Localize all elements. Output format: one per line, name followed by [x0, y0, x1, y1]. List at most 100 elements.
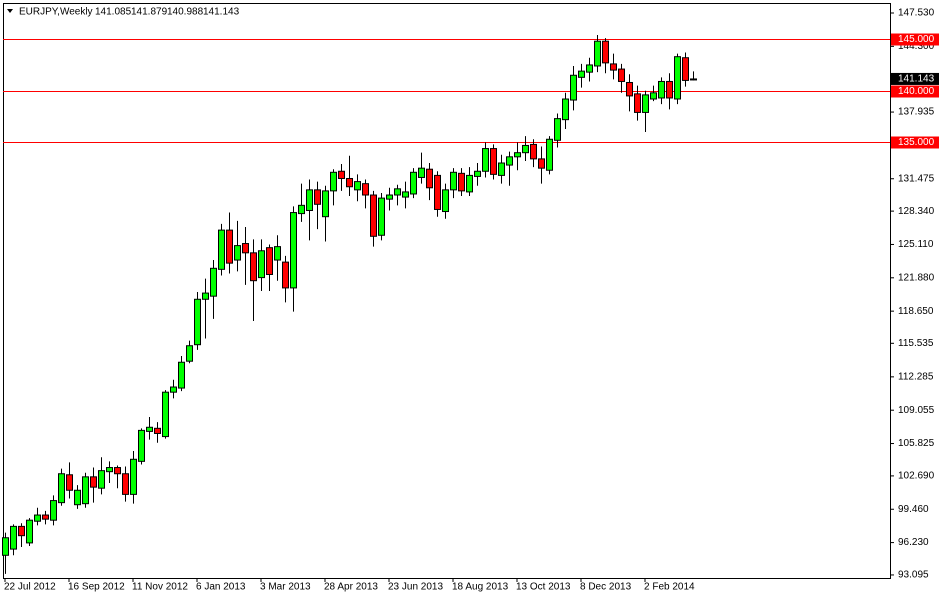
candle-body — [178, 361, 185, 389]
candle-body — [554, 118, 561, 141]
candle-body — [330, 171, 337, 192]
x-tick-label: 28 Apr 2013 — [324, 582, 378, 593]
price-label-box — [891, 72, 939, 85]
candle-body — [690, 78, 697, 81]
ohlc-close: 141.143 — [203, 7, 240, 18]
candle-body — [586, 64, 593, 73]
candle-body — [114, 467, 121, 475]
y-tick-label: 99.460 — [898, 504, 929, 515]
candle-body — [18, 525, 25, 537]
level-label: 140.000 — [898, 86, 935, 97]
level-label: 135.000 — [898, 137, 935, 148]
y-tick-label: 121.880 — [898, 272, 935, 283]
candle-body — [546, 138, 553, 171]
y-tick-label: 137.935 — [898, 107, 935, 118]
candle-body — [122, 473, 129, 495]
candle-body — [418, 167, 425, 178]
level-label-box — [891, 85, 939, 98]
candle-body — [450, 171, 457, 191]
candle-body — [234, 245, 241, 261]
y-tick-label: 102.690 — [898, 471, 935, 482]
candle-body — [682, 57, 689, 81]
candle-body — [186, 345, 193, 362]
candle-body — [26, 519, 33, 544]
candle-body — [218, 229, 225, 270]
y-tick-label: 131.475 — [898, 173, 935, 184]
candle-body — [434, 174, 441, 210]
candle-body — [242, 243, 249, 254]
candle-body — [490, 148, 497, 175]
candle-body — [258, 250, 265, 279]
candle-body — [498, 162, 505, 176]
y-tick-label: 118.650 — [898, 306, 934, 317]
candle-body — [138, 429, 145, 462]
candle-body — [402, 191, 409, 198]
candle-body — [530, 143, 537, 160]
y-tick-label: 144.300 — [898, 41, 935, 52]
candle-body — [458, 172, 465, 192]
candle-body — [106, 467, 113, 473]
candle-body — [290, 212, 297, 289]
candle-body — [578, 70, 585, 78]
candle-body — [410, 171, 417, 195]
x-tick-label: 6 Jan 2013 — [196, 582, 246, 593]
candle-body — [314, 189, 321, 205]
ohlc-high: 141.879 — [131, 7, 168, 18]
candle-body — [354, 181, 361, 191]
candle-body — [658, 80, 665, 99]
candle-body — [66, 474, 73, 491]
candle-body — [602, 40, 609, 64]
y-tick-label: 147.530 — [898, 8, 935, 19]
candle-body — [386, 194, 393, 200]
candle-body — [610, 63, 617, 71]
candle-body — [362, 183, 369, 196]
level-label-box — [891, 33, 939, 46]
y-tick-label: 96.230 — [898, 537, 929, 548]
candle-body — [50, 500, 57, 521]
y-tick-label: 93.095 — [898, 570, 929, 581]
candle-body — [34, 514, 41, 522]
candle-body — [442, 189, 449, 213]
candle-body — [394, 188, 401, 196]
y-tick-label: 125.110 — [898, 239, 934, 250]
candle-body — [170, 386, 177, 393]
candle-body — [82, 476, 89, 505]
price-label: 141.143 — [898, 74, 935, 85]
candle-body — [562, 98, 569, 121]
menu-triangle[interactable] — [7, 9, 13, 13]
x-tick-label: 8 Dec 2013 — [580, 582, 632, 593]
candle-body — [642, 94, 649, 113]
candle-body — [522, 144, 529, 154]
x-tick-label: 11 Nov 2012 — [132, 582, 188, 593]
x-tick-label: 3 Mar 2013 — [260, 582, 311, 593]
y-tick-label: 128.340 — [898, 206, 935, 217]
candle-body — [154, 427, 161, 434]
x-tick-label: 16 Sep 2012 — [68, 582, 125, 593]
candle-body — [378, 197, 385, 236]
candle-body — [594, 40, 601, 67]
candle-body — [306, 189, 313, 211]
candle-body — [282, 261, 289, 289]
y-tick-label: 115.535 — [898, 338, 934, 349]
chart-title: EURJPY,Weekly — [19, 7, 93, 18]
candle-body — [674, 56, 681, 100]
candle-body — [322, 190, 329, 218]
candle-body — [538, 158, 545, 169]
candle-body — [210, 267, 217, 297]
candle-body — [298, 204, 305, 215]
candle-body — [466, 174, 473, 193]
level-label-box — [891, 136, 939, 149]
level-label: 145.000 — [898, 34, 935, 45]
candle-body — [146, 426, 153, 432]
candle-body — [626, 81, 633, 97]
ohlc-open: 141.085 — [95, 7, 132, 18]
candle-body — [514, 152, 521, 158]
x-tick-label: 2 Feb 2014 — [644, 582, 695, 593]
candle-body — [42, 514, 49, 520]
candle-body — [474, 170, 481, 177]
candle-body — [650, 92, 657, 100]
candle-body — [2, 537, 9, 556]
candle-body — [666, 80, 673, 99]
x-tick-label: 18 Aug 2013 — [452, 582, 509, 593]
